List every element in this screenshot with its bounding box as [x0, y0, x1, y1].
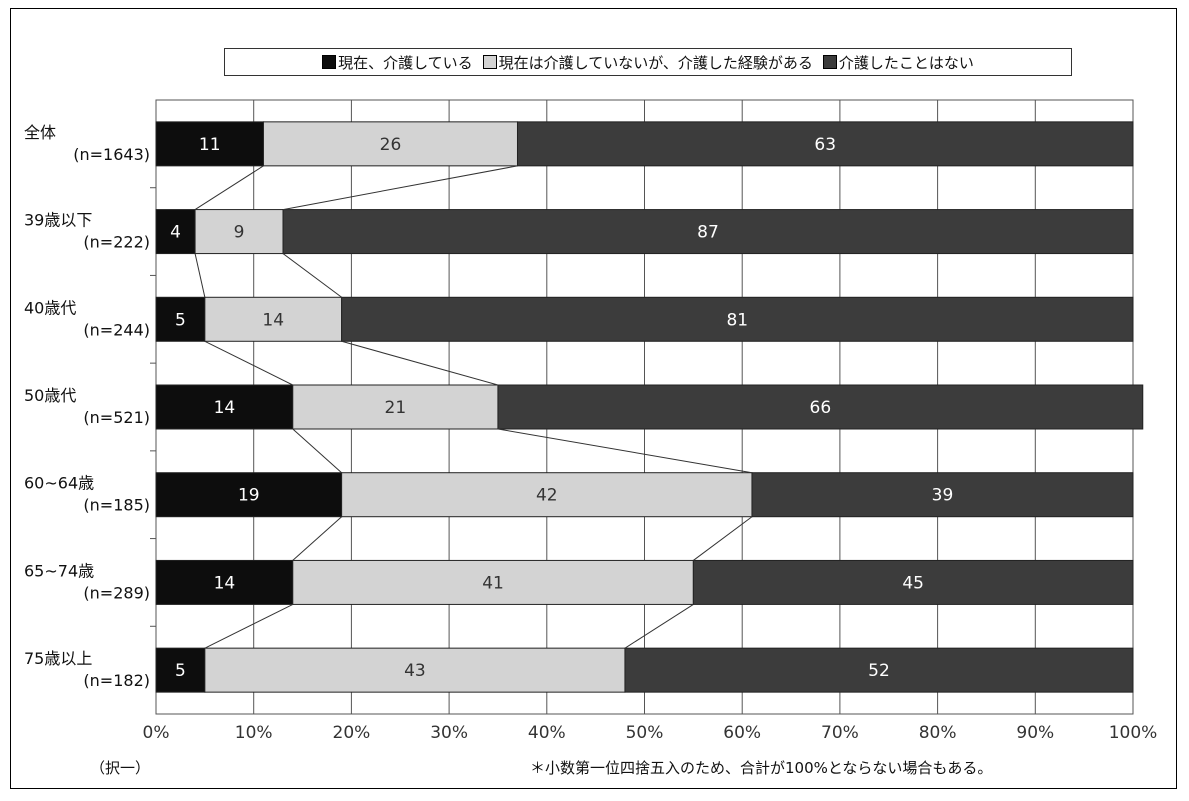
x-tick-label: 100% [1109, 723, 1158, 743]
legend-swatch-cared-before [482, 55, 497, 69]
bar-segment [155, 559, 294, 605]
category-label: 全体 [24, 123, 56, 142]
bar-segment [155, 121, 264, 167]
category-label: 50歳代 [24, 386, 76, 405]
category-n-label: (n=244) [83, 320, 150, 339]
bar-segment [292, 384, 499, 430]
bar-value-label: 11 [199, 135, 221, 155]
note-single-answer: （択一） [90, 759, 151, 777]
bar-segment [204, 296, 343, 342]
legend-label-cared-before: 現在は介護していないが、介護した経験がある [498, 53, 813, 72]
bar-value-label: 19 [238, 486, 260, 506]
legend-label-never-cared: 介護したことはない [838, 53, 974, 72]
bar-segment [282, 209, 1134, 255]
category-label: 39歳以下 [24, 211, 92, 230]
x-tick-label: 60% [723, 723, 761, 743]
bar-segment [155, 384, 294, 430]
bar-value-label: 66 [810, 398, 832, 418]
bar-value-label: 63 [814, 135, 836, 155]
category-label: 65~74歳 [24, 561, 94, 580]
bar-value-label: 42 [536, 486, 558, 506]
bar-segment [194, 209, 284, 255]
category-label: 75歳以上 [24, 649, 92, 668]
bar-segment [516, 121, 1134, 167]
bar-value-label: 21 [385, 398, 407, 418]
chart-legend: 現在、介護している 現在は介護していないが、介護した経験がある 介護したことはな… [224, 48, 1072, 76]
x-tick-label: 70% [821, 723, 859, 743]
bar-segment [155, 647, 206, 693]
bar-value-label: 39 [932, 486, 954, 506]
series-connector-line [341, 340, 499, 386]
series-connector-line [497, 428, 753, 474]
category-n-label: (n=222) [83, 233, 150, 252]
bar-value-label: 41 [482, 573, 504, 593]
x-tick-label: 80% [919, 723, 957, 743]
series-connector-line [282, 165, 518, 211]
bar-value-label: 26 [380, 135, 402, 155]
series-connector-line [292, 428, 342, 474]
bar-segment [341, 472, 753, 518]
bar-value-label: 14 [214, 398, 236, 418]
x-tick-label: 0% [143, 723, 170, 743]
legend-swatch-never-cared [822, 55, 837, 69]
x-tick-label: 20% [333, 723, 371, 743]
bar-segment [341, 296, 1134, 342]
bar-value-label: 52 [868, 661, 890, 681]
bar-segment [204, 647, 626, 693]
bar-segment [692, 559, 1134, 605]
series-connector-line [194, 253, 206, 298]
legend-item-caring-now: 現在、介護している [322, 52, 473, 73]
bar-value-label: 14 [214, 573, 236, 593]
bar-value-label: 9 [234, 223, 245, 243]
bar-segment [155, 472, 343, 518]
series-connector-line [194, 165, 264, 210]
bar-value-label: 43 [404, 661, 426, 681]
category-label: 40歳代 [24, 298, 76, 317]
legend-item-cared-before: 現在は介護していないが、介護した経験がある [482, 52, 813, 73]
bar-value-label: 4 [170, 223, 181, 243]
category-n-label: (n=1643) [73, 145, 150, 164]
legend-swatch-caring-now [322, 55, 337, 69]
series-connector-line [624, 604, 694, 649]
bar-value-label: 87 [697, 223, 719, 243]
legend-label-caring-now: 現在、介護している [338, 53, 473, 72]
bar-value-label: 14 [262, 310, 284, 330]
x-tick-label: 90% [1016, 723, 1054, 743]
category-n-label: (n=182) [83, 671, 150, 690]
category-n-label: (n=289) [83, 583, 150, 602]
series-connector-line [292, 516, 342, 561]
category-label: 60~64歳 [24, 474, 94, 493]
x-tick-label: 50% [626, 723, 664, 743]
bar-segment [497, 384, 1144, 430]
bar-value-label: 81 [726, 310, 748, 330]
bar-segment [155, 296, 206, 342]
legend-item-never-cared: 介護したことはない [822, 52, 974, 73]
bar-value-label: 45 [902, 573, 924, 593]
x-tick-label: 40% [528, 723, 566, 743]
note-rounding: ＊小数第一位四捨五入のため、合計が100%とならない場合もある。 [530, 759, 993, 777]
x-tick-label: 30% [430, 723, 468, 743]
bar-segment [751, 472, 1134, 518]
series-connector-line [204, 340, 294, 386]
bar-segment [155, 209, 196, 255]
category-n-label: (n=521) [83, 408, 150, 427]
x-tick-label: 10% [235, 723, 273, 743]
bar-segment [624, 647, 1134, 693]
category-n-label: (n=185) [83, 496, 150, 515]
series-connector-line [693, 516, 753, 561]
series-connector-line [204, 603, 294, 649]
series-connector-line [282, 253, 342, 298]
bar-value-label: 5 [175, 310, 186, 330]
bar-value-label: 5 [175, 661, 186, 681]
